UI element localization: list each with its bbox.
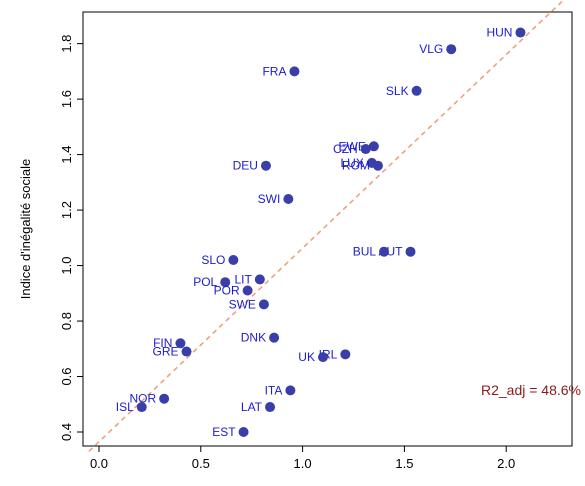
point-label-slo: SLO: [201, 253, 225, 267]
data-point-vlg: [446, 44, 457, 55]
data-point-dnk: [269, 332, 280, 343]
x-tick-label: 0.5: [192, 456, 210, 471]
data-point-irl: [340, 349, 351, 360]
point-label-uk: UK: [298, 350, 315, 364]
data-point-aut: [405, 246, 416, 257]
data-point-uk: [317, 352, 328, 363]
data-point-gre: [181, 346, 192, 357]
data-point-deu: [260, 160, 271, 171]
y-tick-label: 0.6: [59, 367, 74, 385]
plot-frame: [82, 11, 573, 447]
y-tick-label: 1.4: [59, 146, 74, 164]
y-axis-title: Indice d'inégalité sociale: [18, 159, 33, 300]
point-label-fra: FRA: [262, 64, 286, 78]
data-point-swi: [283, 193, 294, 204]
point-label-lat: LAT: [241, 400, 263, 414]
point-label-slk: SLK: [386, 84, 409, 98]
data-point-isl: [136, 402, 147, 413]
data-point-lit: [254, 274, 265, 285]
data-point-lat: [265, 402, 276, 413]
y-tick-label: 1.0: [59, 257, 74, 275]
point-label-rom: ROM: [342, 159, 370, 173]
point-label-nor: NOR: [129, 392, 156, 406]
point-label-bul: BUL: [353, 245, 377, 259]
x-tick-label: 0.0: [90, 456, 108, 471]
data-point-fin: [175, 338, 186, 349]
point-label-hun: HUN: [486, 26, 512, 40]
y-tick-label: 1.6: [59, 90, 74, 108]
point-label-isl: ISL: [116, 400, 134, 414]
data-point-hun: [515, 27, 526, 38]
data-point-est: [238, 427, 249, 437]
data-point-swe: [258, 299, 269, 310]
point-label-swe: SWE: [229, 297, 256, 311]
point-label-est: EST: [212, 425, 236, 439]
x-tick-label: 2.0: [497, 456, 515, 471]
data-point-nor: [159, 393, 170, 404]
data-point-ita: [285, 385, 296, 396]
data-point-ewe: [368, 141, 379, 152]
y-axis: 0.4 0.6 0.8 1.0 1.2 1.4 1.6 1.8: [59, 35, 83, 441]
point-label-dnk: DNK: [241, 331, 266, 345]
y-tick-label: 1.8: [59, 35, 74, 53]
point-label-por: POR: [214, 284, 240, 298]
point-label-ewe: EWE: [339, 139, 366, 153]
point-label-fin: FIN: [153, 336, 172, 350]
point-label-pol: POL: [193, 275, 217, 289]
data-point-por: [242, 285, 253, 296]
point-label-lux: LUX: [340, 156, 363, 170]
point-label-lit: LIT: [235, 272, 253, 286]
data-point-bul: [379, 246, 390, 257]
y-tick-label: 0.4: [59, 423, 74, 441]
data-point-pol: [220, 277, 231, 288]
r2-annotation: R2_adj = 48.6%: [481, 382, 581, 398]
y-tick-label: 0.8: [59, 312, 74, 330]
data-point-fra: [289, 66, 300, 77]
data-point-slo: [228, 255, 239, 266]
regression-line: [88, 0, 565, 452]
x-axis: 0.0 0.5 1.0 1.5 2.0: [90, 446, 515, 471]
point-label-vlg: VLG: [419, 42, 443, 56]
point-label-deu: DEU: [233, 159, 258, 173]
point-label-swi: SWI: [258, 192, 281, 206]
data-points: HUNVLGFRASLKEWECZHLUXROMDEUSWIAUTBULSLOL…: [116, 26, 526, 439]
point-label-ita: ITA: [265, 383, 283, 397]
x-tick-label: 1.0: [294, 456, 312, 471]
point-label-gre: GRE: [153, 345, 179, 359]
data-point-rom: [372, 160, 383, 171]
data-point-slk: [411, 85, 422, 96]
point-label-czh: CZH: [333, 142, 358, 156]
data-point-czh: [360, 144, 371, 155]
x-tick-label: 1.5: [395, 456, 413, 471]
y-tick-label: 1.2: [59, 201, 74, 219]
